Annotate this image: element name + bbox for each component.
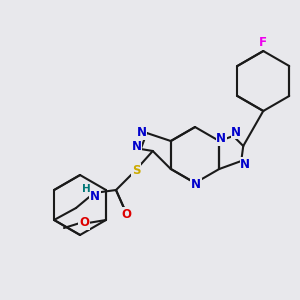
Text: N: N [231, 125, 241, 139]
Text: N: N [191, 178, 201, 191]
Text: N: N [240, 158, 250, 170]
Text: O: O [79, 217, 89, 230]
Text: H: H [82, 184, 90, 194]
Text: F: F [259, 37, 267, 50]
Text: N: N [137, 127, 147, 140]
Text: N: N [216, 133, 226, 146]
Text: N: N [132, 140, 142, 154]
Text: N: N [90, 190, 100, 203]
Text: O: O [121, 208, 131, 220]
Text: S: S [132, 164, 140, 176]
